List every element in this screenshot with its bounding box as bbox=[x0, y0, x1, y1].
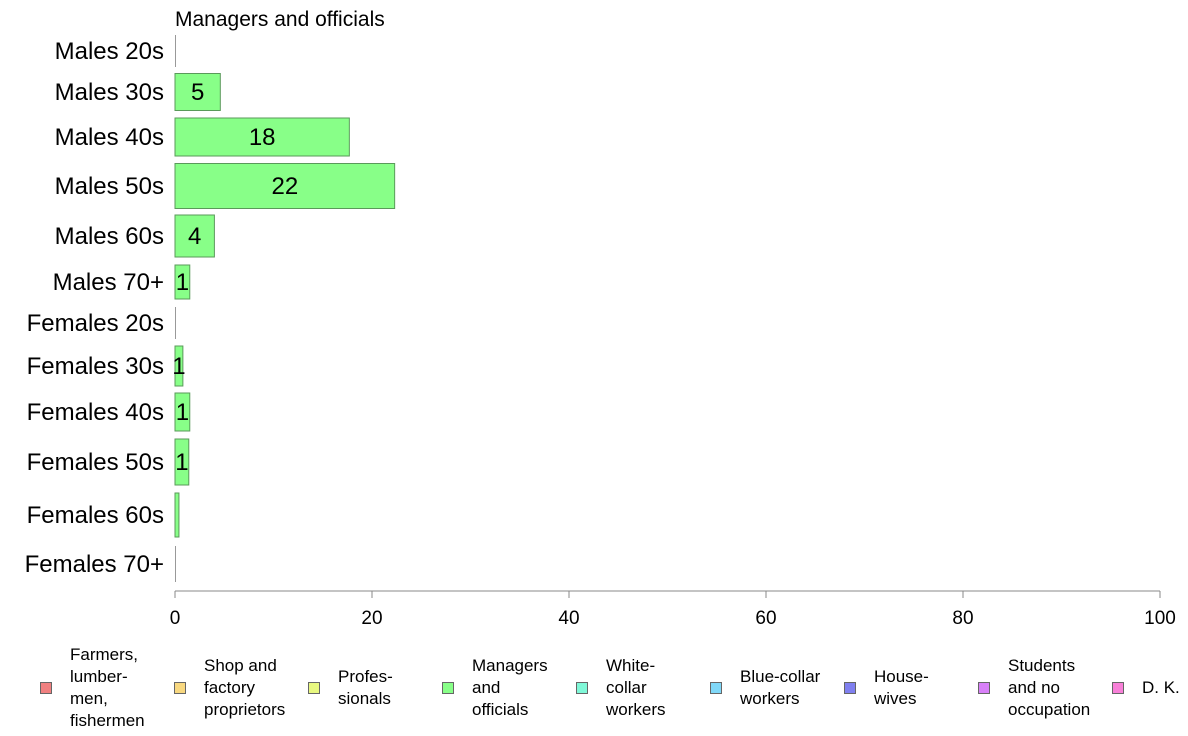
y-tick-label: Females 50s bbox=[27, 449, 164, 476]
data-label: 1 bbox=[176, 269, 189, 296]
y-tick-label: Males 50s bbox=[55, 173, 164, 200]
legend-swatch bbox=[576, 682, 588, 694]
legend-label: Blue-collar workers bbox=[740, 667, 821, 708]
x-tick-label: 40 bbox=[558, 608, 579, 629]
legend-item: White- collar workers bbox=[576, 640, 666, 736]
legend: Farmers, lumber- men, fishermen Shop and … bbox=[0, 640, 1188, 736]
data-label: 18 bbox=[249, 124, 276, 151]
bar bbox=[174, 214, 215, 258]
legend-label: Profes- sionals bbox=[338, 667, 393, 708]
data-label: 5 bbox=[191, 79, 204, 106]
legend-item: Shop and factory proprietors bbox=[174, 640, 285, 736]
x-tick-label: 60 bbox=[755, 608, 776, 629]
legend-swatch bbox=[40, 682, 52, 694]
y-tick-label: Females 70+ bbox=[25, 551, 164, 578]
y-tick-label: Males 30s bbox=[55, 79, 164, 106]
legend-swatch bbox=[442, 682, 454, 694]
legend-swatch bbox=[844, 682, 856, 694]
legend-swatch bbox=[710, 682, 722, 694]
bar bbox=[174, 345, 184, 387]
y-tick-label: Females 40s bbox=[27, 399, 164, 426]
bar bbox=[174, 117, 350, 157]
bars-group: Males 20s Males 30s 5 Males 40s 18 Males 50s 2… bbox=[25, 35, 396, 582]
y-tick-label: Males 70+ bbox=[53, 269, 164, 296]
legend-swatch bbox=[1112, 682, 1124, 694]
bar bbox=[174, 264, 191, 300]
x-tick-label: 20 bbox=[361, 608, 382, 629]
bar bbox=[174, 492, 180, 538]
legend-swatch bbox=[308, 682, 320, 694]
x-tick-label: 80 bbox=[952, 608, 973, 629]
legend-item: Profes- sionals bbox=[308, 640, 393, 736]
y-tick-label: Males 40s bbox=[55, 124, 164, 151]
data-label: 4 bbox=[188, 223, 201, 250]
bar bbox=[174, 73, 221, 111]
x-tick-label: 100 bbox=[1144, 608, 1176, 629]
y-tick-label: Females 60s bbox=[27, 502, 164, 529]
legend-label: House- wives bbox=[874, 667, 929, 708]
x-axis: 0 20 40 60 80 100 bbox=[170, 590, 1176, 629]
data-label: 22 bbox=[271, 173, 298, 200]
legend-item: D. K. bbox=[1112, 640, 1180, 736]
legend-item: Students and no occupation bbox=[978, 640, 1090, 736]
legend-swatch bbox=[174, 682, 186, 694]
y-tick-label: Females 20s bbox=[27, 310, 164, 337]
legend-label: Shop and factory proprietors bbox=[204, 656, 286, 719]
legend-item: House- wives bbox=[844, 640, 929, 736]
bar bbox=[174, 392, 191, 432]
x-tick-label: 0 bbox=[170, 608, 181, 629]
bar bbox=[174, 163, 396, 209]
bar-chart: Managers and officials Males 20s Males 30… bbox=[25, 8, 1176, 629]
data-label: 1 bbox=[172, 353, 185, 380]
data-label: 1 bbox=[175, 449, 188, 476]
legend-item: Blue-collar workers bbox=[710, 640, 820, 736]
legend-label: Students and no occupation bbox=[1008, 656, 1091, 719]
legend-item: Farmers, lumber- men, fishermen bbox=[40, 640, 145, 736]
legend-swatch bbox=[978, 682, 990, 694]
y-tick-label: Females 30s bbox=[27, 353, 164, 380]
legend-label: White- collar workers bbox=[606, 656, 666, 719]
y-tick-label: Males 20s bbox=[55, 38, 164, 65]
legend-label: D. K. bbox=[1142, 678, 1180, 697]
legend-label: Managers and officials bbox=[472, 656, 548, 719]
legend-label: Farmers, lumber- men, fishermen bbox=[70, 645, 145, 730]
y-tick-label: Males 60s bbox=[55, 223, 164, 250]
chart-title: Managers and officials bbox=[175, 8, 385, 31]
data-label: 1 bbox=[176, 399, 189, 426]
bar bbox=[174, 438, 190, 486]
legend-item: Managers and officials bbox=[442, 640, 548, 736]
